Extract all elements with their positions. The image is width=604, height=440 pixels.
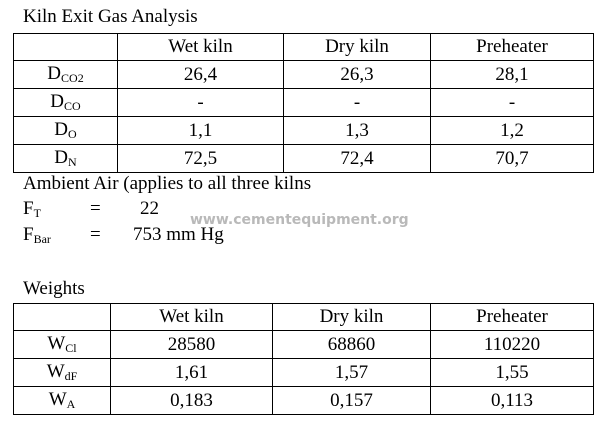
- cell: 70,7: [430, 144, 594, 173]
- header-cell: Preheater: [430, 303, 594, 331]
- label-main: D: [50, 91, 65, 112]
- cell: 1,2: [430, 116, 594, 145]
- label-main: D: [47, 63, 62, 84]
- header-cell: [13, 303, 111, 331]
- label-main: D: [54, 147, 69, 168]
- label-main: W: [47, 333, 66, 354]
- table-row: DCO2 26,4 26,3 28,1: [13, 60, 594, 89]
- label-main: W: [46, 361, 65, 382]
- table-row: WCl 28580 68860 110220: [13, 330, 594, 359]
- cell: 0,113: [430, 386, 594, 415]
- label-sub: dF: [64, 369, 78, 383]
- label-main: F: [23, 224, 34, 245]
- row-label: DO: [13, 116, 118, 145]
- label-sub: CO2: [61, 71, 84, 85]
- cell: 1,61: [110, 358, 273, 387]
- header-cell: Preheater: [430, 33, 594, 61]
- row-label: DCO: [13, 88, 118, 117]
- header-cell: Wet kiln: [117, 33, 284, 61]
- cell: 26,4: [117, 60, 284, 89]
- cell: 110220: [430, 330, 594, 359]
- cell: -: [283, 88, 431, 117]
- var-value: 753 mm Hg: [133, 224, 224, 245]
- cell: 1,1: [117, 116, 284, 145]
- cell: 0,157: [272, 386, 431, 415]
- header-cell: Dry kiln: [272, 303, 431, 331]
- label-sub: O: [68, 127, 77, 141]
- label-main: F: [23, 198, 34, 219]
- row-label: DN: [13, 144, 118, 173]
- cell: 28,1: [430, 60, 594, 89]
- equals: =: [90, 224, 101, 245]
- label-sub: N: [68, 155, 77, 169]
- var-label: FBar: [23, 224, 51, 246]
- label-sub: T: [33, 206, 41, 220]
- cell: 1,57: [272, 358, 431, 387]
- table-row: WA 0,183 0,157 0,113: [13, 386, 594, 415]
- label-main: D: [54, 119, 69, 140]
- section-title: Kiln Exit Gas Analysis: [23, 6, 198, 27]
- cell: 68860: [272, 330, 431, 359]
- header-row: Wet kiln Dry kiln Preheater: [13, 303, 594, 331]
- section-title: Ambient Air (applies to all three kilns: [23, 173, 312, 194]
- var-value: 22: [140, 198, 159, 219]
- var-label: FT: [23, 198, 41, 220]
- cell: 28580: [110, 330, 273, 359]
- cell: 72,4: [283, 144, 431, 173]
- cell: 0,183: [110, 386, 273, 415]
- header-row: Wet kiln Dry kiln Preheater: [13, 33, 594, 61]
- section-title: Weights: [23, 278, 85, 299]
- label-sub: Cl: [65, 341, 77, 355]
- row-label: DCO2: [13, 60, 118, 89]
- label-sub: CO: [64, 99, 81, 113]
- weights-table: Wet kiln Dry kiln Preheater WCl 28580 68860 11…: [13, 303, 594, 415]
- table-row: WdF 1,61 1,57 1,55: [13, 358, 594, 387]
- header-cell: Wet kiln: [110, 303, 273, 331]
- watermark: www.cementequipment.org: [190, 212, 409, 228]
- label-sub: Bar: [33, 232, 51, 246]
- table-row: DN 72,5 72,4 70,7: [13, 144, 594, 173]
- cell: 1,55: [430, 358, 594, 387]
- cell: 26,3: [283, 60, 431, 89]
- label-sub: A: [66, 397, 76, 411]
- cell: -: [117, 88, 284, 117]
- row-label: WA: [13, 386, 111, 415]
- cell: 1,3: [283, 116, 431, 145]
- gas-table: Wet kiln Dry kiln Preheater DCO2 26,4 26,3 28,…: [13, 33, 594, 173]
- cell: -: [430, 88, 594, 117]
- header-cell: Dry kiln: [283, 33, 431, 61]
- row-label: WdF: [13, 358, 111, 387]
- row-label: WCl: [13, 330, 111, 359]
- header-cell: [13, 33, 118, 61]
- table-row: DCO - - -: [13, 88, 594, 117]
- equals: =: [90, 198, 101, 219]
- label-main: W: [48, 389, 67, 410]
- table-row: DO 1,1 1,3 1,2: [13, 116, 594, 145]
- cell: 72,5: [117, 144, 284, 173]
